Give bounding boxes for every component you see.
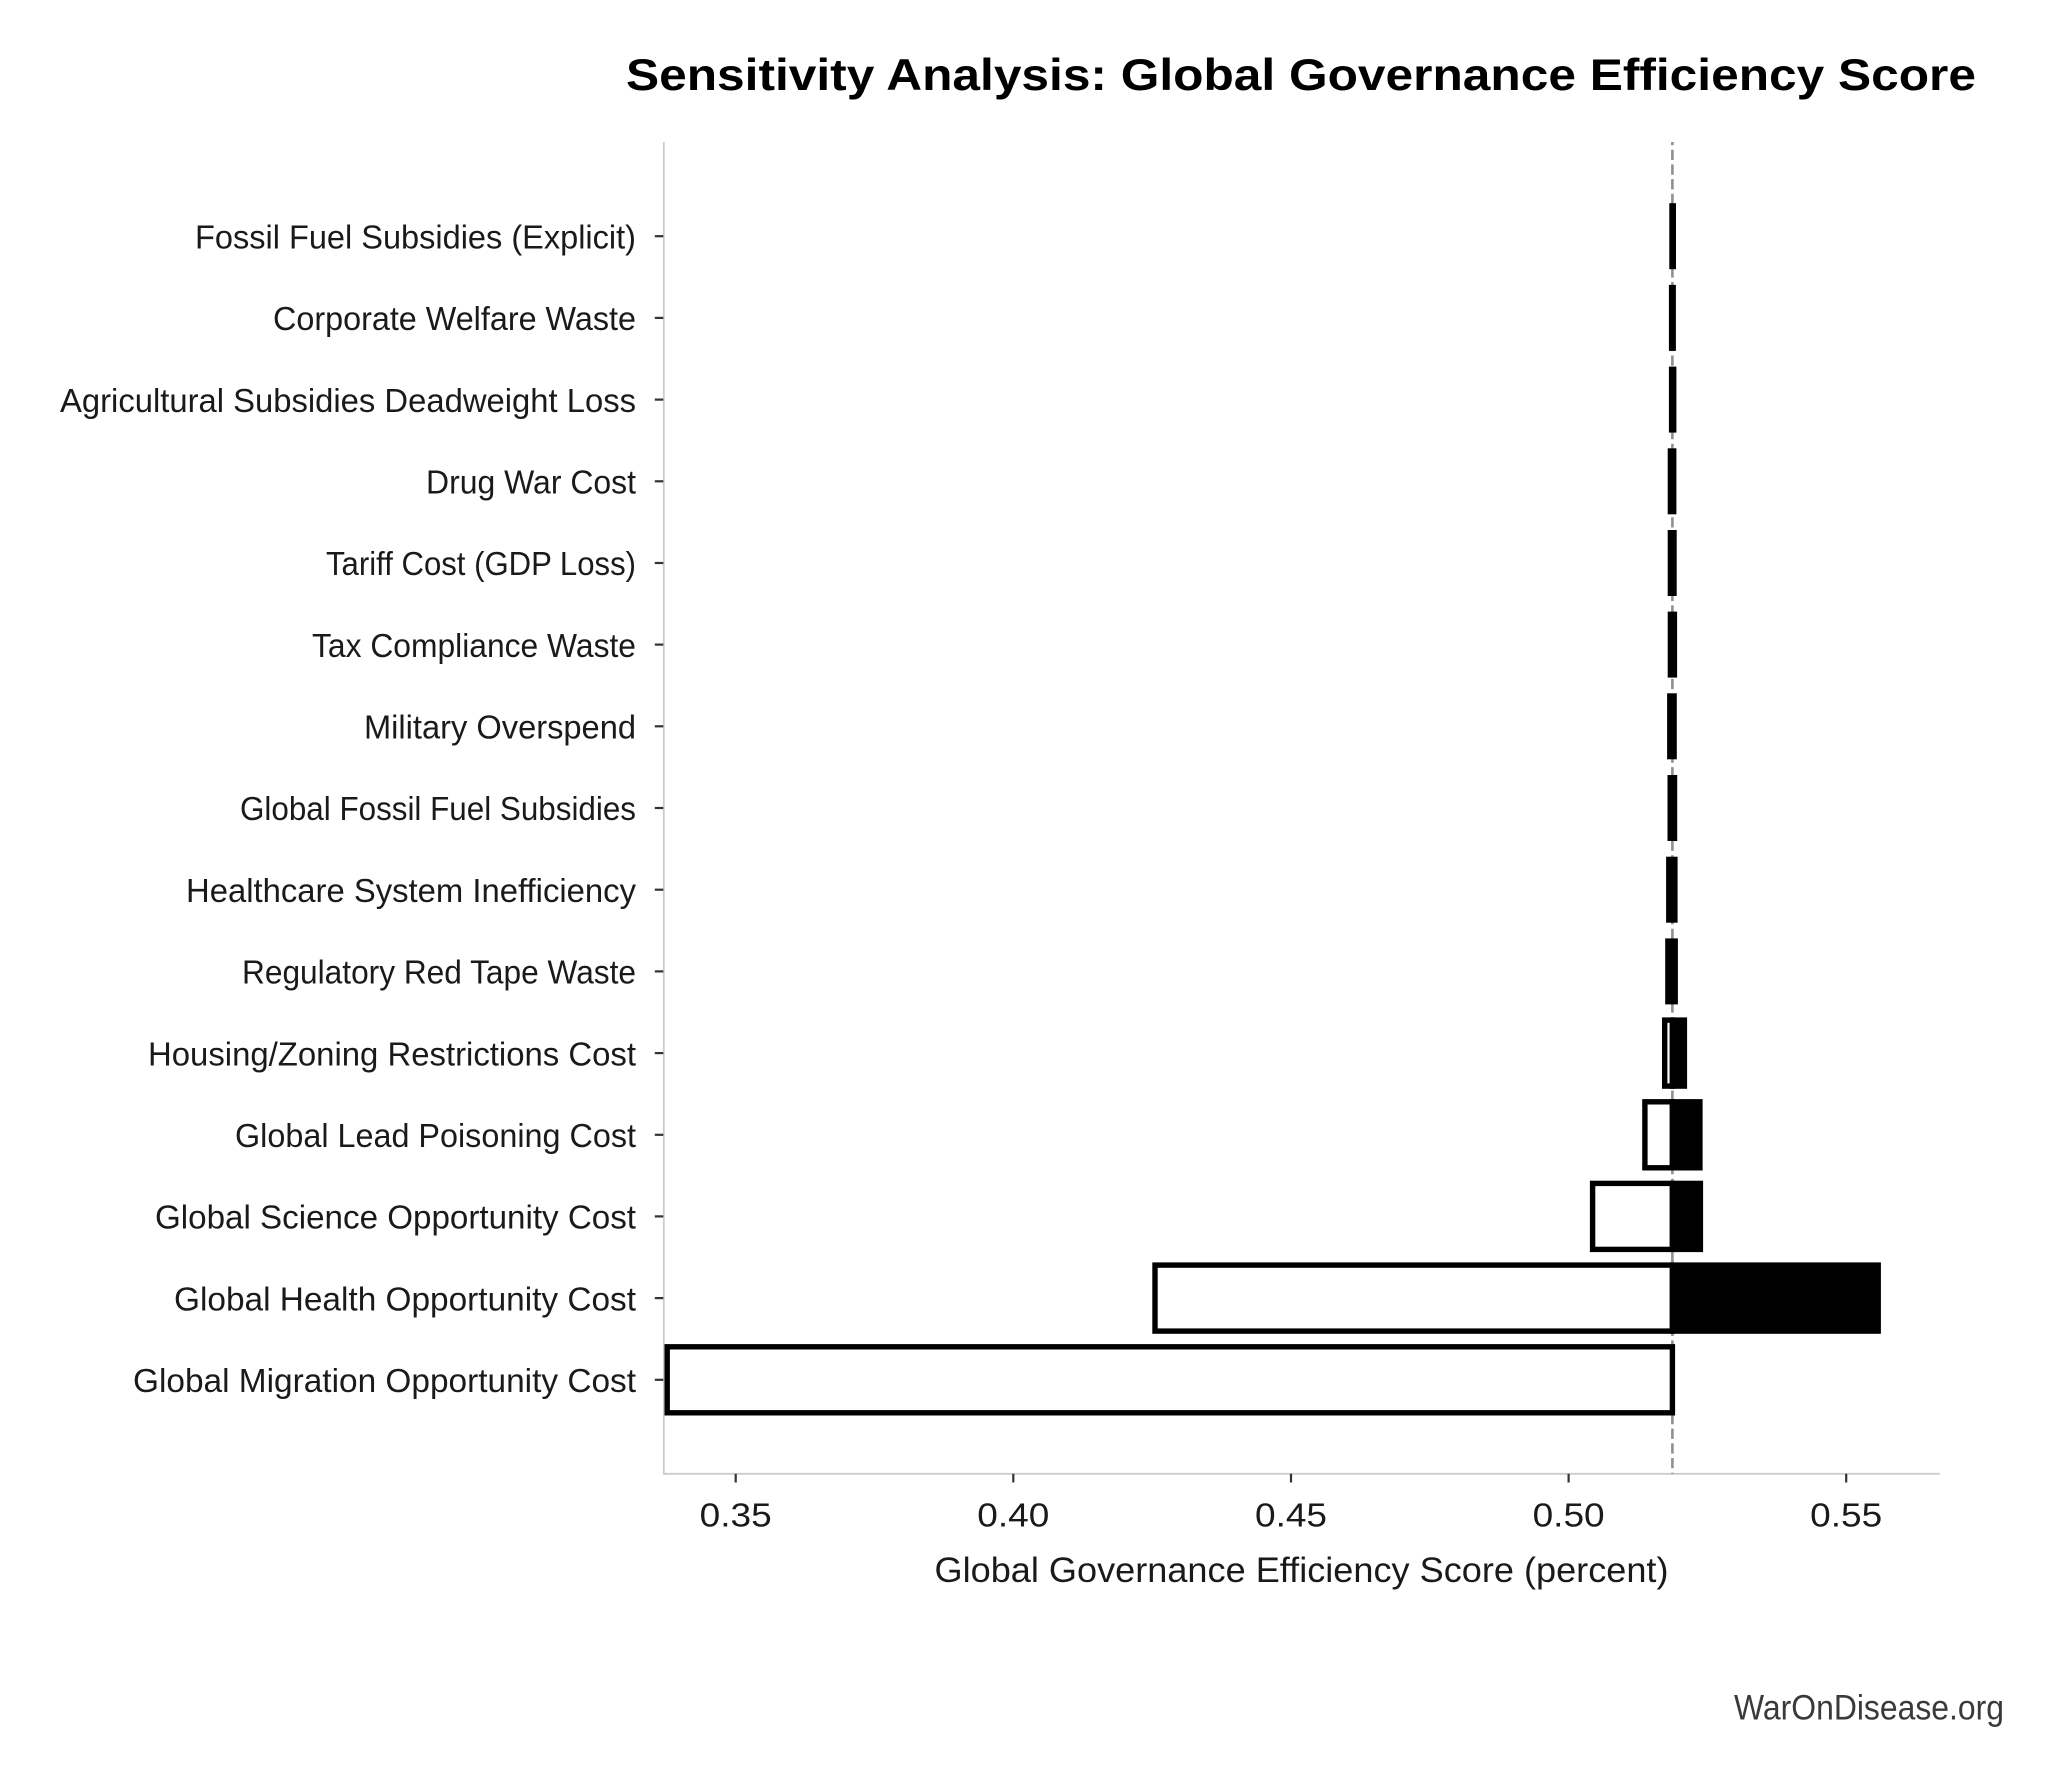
svg-text:Global Migration Opportunity C: Global Migration Opportunity Cost — [133, 1362, 636, 1399]
svg-text:Healthcare System Inefficiency: Healthcare System Inefficiency — [186, 872, 636, 909]
svg-text:Global Lead Poisoning Cost: Global Lead Poisoning Cost — [235, 1117, 636, 1154]
svg-text:Global Governance Efficiency S: Global Governance Efficiency Score (perc… — [935, 1551, 1669, 1590]
svg-text:Global Fossil Fuel Subsidies: Global Fossil Fuel Subsidies — [240, 790, 636, 827]
svg-text:0.35: 0.35 — [700, 1497, 772, 1534]
svg-text:0.55: 0.55 — [1810, 1497, 1882, 1534]
svg-text:Housing/Zoning Restrictions Co: Housing/Zoning Restrictions Cost — [148, 1035, 636, 1072]
svg-text:0.40: 0.40 — [977, 1497, 1049, 1534]
svg-text:Military Overspend: Military Overspend — [364, 709, 636, 746]
svg-text:Global Health Opportunity Cost: Global Health Opportunity Cost — [174, 1280, 636, 1317]
svg-text:0.45: 0.45 — [1255, 1497, 1327, 1534]
svg-text:WarOnDisease.org: WarOnDisease.org — [1734, 1689, 2004, 1728]
svg-text:0.50: 0.50 — [1533, 1497, 1605, 1534]
svg-text:Sensitivity Analysis: Global G: Sensitivity Analysis: Global Governance … — [626, 51, 1976, 100]
svg-text:Tax Compliance Waste: Tax Compliance Waste — [312, 627, 636, 664]
svg-text:Global Science Opportunity Cos: Global Science Opportunity Cost — [155, 1199, 636, 1236]
svg-text:Fossil Fuel Subsidies (Explici: Fossil Fuel Subsidies (Explicit) — [195, 218, 636, 255]
svg-text:Agricultural Subsidies Deadwei: Agricultural Subsidies Deadweight Loss — [60, 382, 636, 419]
svg-text:Tariff Cost (GDP Loss): Tariff Cost (GDP Loss) — [326, 545, 636, 582]
svg-text:Regulatory Red Tape Waste: Regulatory Red Tape Waste — [242, 954, 636, 991]
svg-text:Drug War Cost: Drug War Cost — [426, 464, 636, 501]
svg-text:Corporate Welfare Waste: Corporate Welfare Waste — [273, 300, 636, 337]
